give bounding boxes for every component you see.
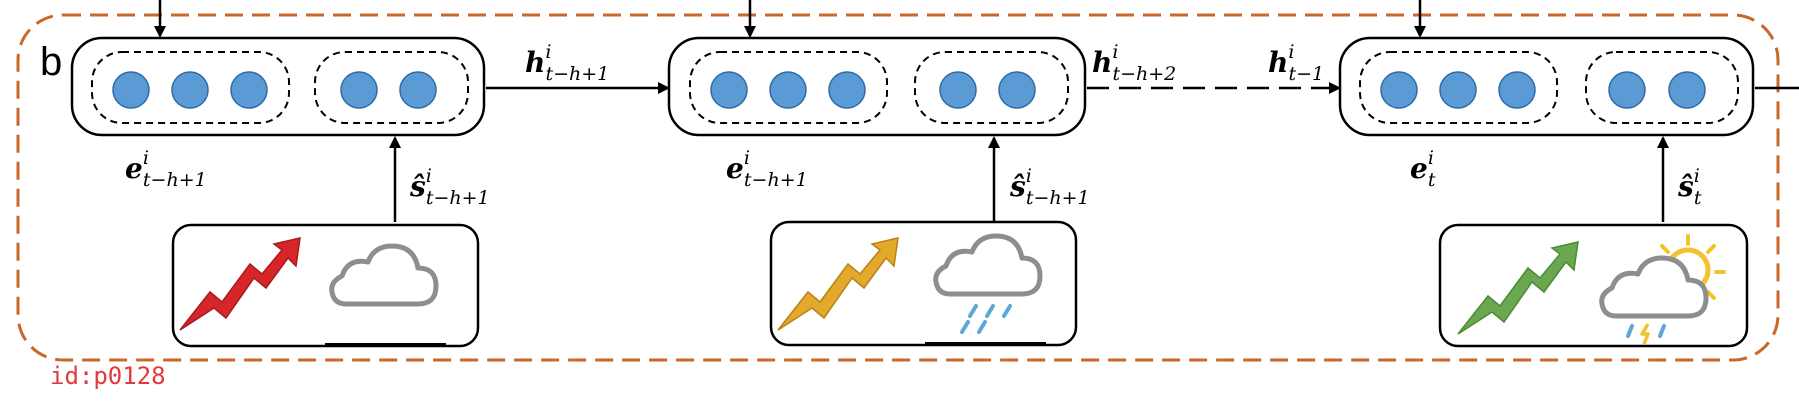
cell-1: ei t−h+1 ŝi t−h+1 bbox=[70, 36, 490, 348]
node bbox=[399, 71, 437, 109]
gold-rising-trend-arrow-icon bbox=[777, 237, 899, 331]
node bbox=[171, 71, 209, 109]
node bbox=[1608, 71, 1646, 109]
cell-1-state-group bbox=[314, 51, 469, 124]
node bbox=[828, 71, 866, 109]
hidden-label-3: hi t−1 bbox=[1268, 41, 1324, 85]
cell-1-icon-box bbox=[171, 223, 480, 348]
node bbox=[769, 71, 807, 109]
cell-2-state-group bbox=[914, 51, 1069, 124]
cell-3-embedding-label: ei t bbox=[1410, 147, 1436, 191]
node bbox=[112, 71, 150, 109]
cell-2-state-label: ŝi t−h+1 bbox=[1009, 165, 1090, 209]
red-rising-trend-arrow-icon bbox=[179, 237, 301, 331]
hidden-label-2: hi t−h+2 bbox=[1092, 41, 1176, 85]
cell-1-embedding-label: ei t−h+1 bbox=[125, 147, 207, 191]
node bbox=[340, 71, 378, 109]
cloudy-icon bbox=[329, 243, 439, 307]
cell-2-embedding-label: ei t−h+1 bbox=[726, 147, 808, 191]
node bbox=[1498, 71, 1536, 109]
cell-2: ei t−h+1 ŝi t−h+1 bbox=[667, 36, 1090, 347]
cell-1-box bbox=[70, 36, 486, 137]
node bbox=[998, 71, 1036, 109]
rainy-icon bbox=[933, 233, 1043, 334]
node bbox=[230, 71, 268, 109]
node bbox=[1439, 71, 1477, 109]
cell-2-icon-box bbox=[769, 220, 1078, 347]
cell-1-state-label: ŝi t−h+1 bbox=[409, 165, 490, 209]
thunderstorm-sun-icon bbox=[1599, 234, 1726, 345]
node bbox=[1380, 71, 1418, 109]
hidden-label-1: hi t−h+1 bbox=[525, 41, 609, 85]
cell-2-box bbox=[667, 36, 1087, 137]
cell-3: ei t ŝi t bbox=[1338, 36, 1799, 348]
cell-3-box bbox=[1338, 36, 1755, 137]
cell-3-state-label: ŝi t bbox=[1677, 165, 1702, 209]
node bbox=[1668, 71, 1706, 109]
node bbox=[939, 71, 977, 109]
outer-frame bbox=[16, 13, 1780, 362]
node bbox=[710, 71, 748, 109]
green-rising-trend-arrow-icon bbox=[1457, 241, 1579, 335]
cell-3-state-group bbox=[1585, 51, 1739, 124]
panel-label: b bbox=[40, 40, 63, 84]
id-tag: id:p0128 bbox=[50, 362, 166, 390]
